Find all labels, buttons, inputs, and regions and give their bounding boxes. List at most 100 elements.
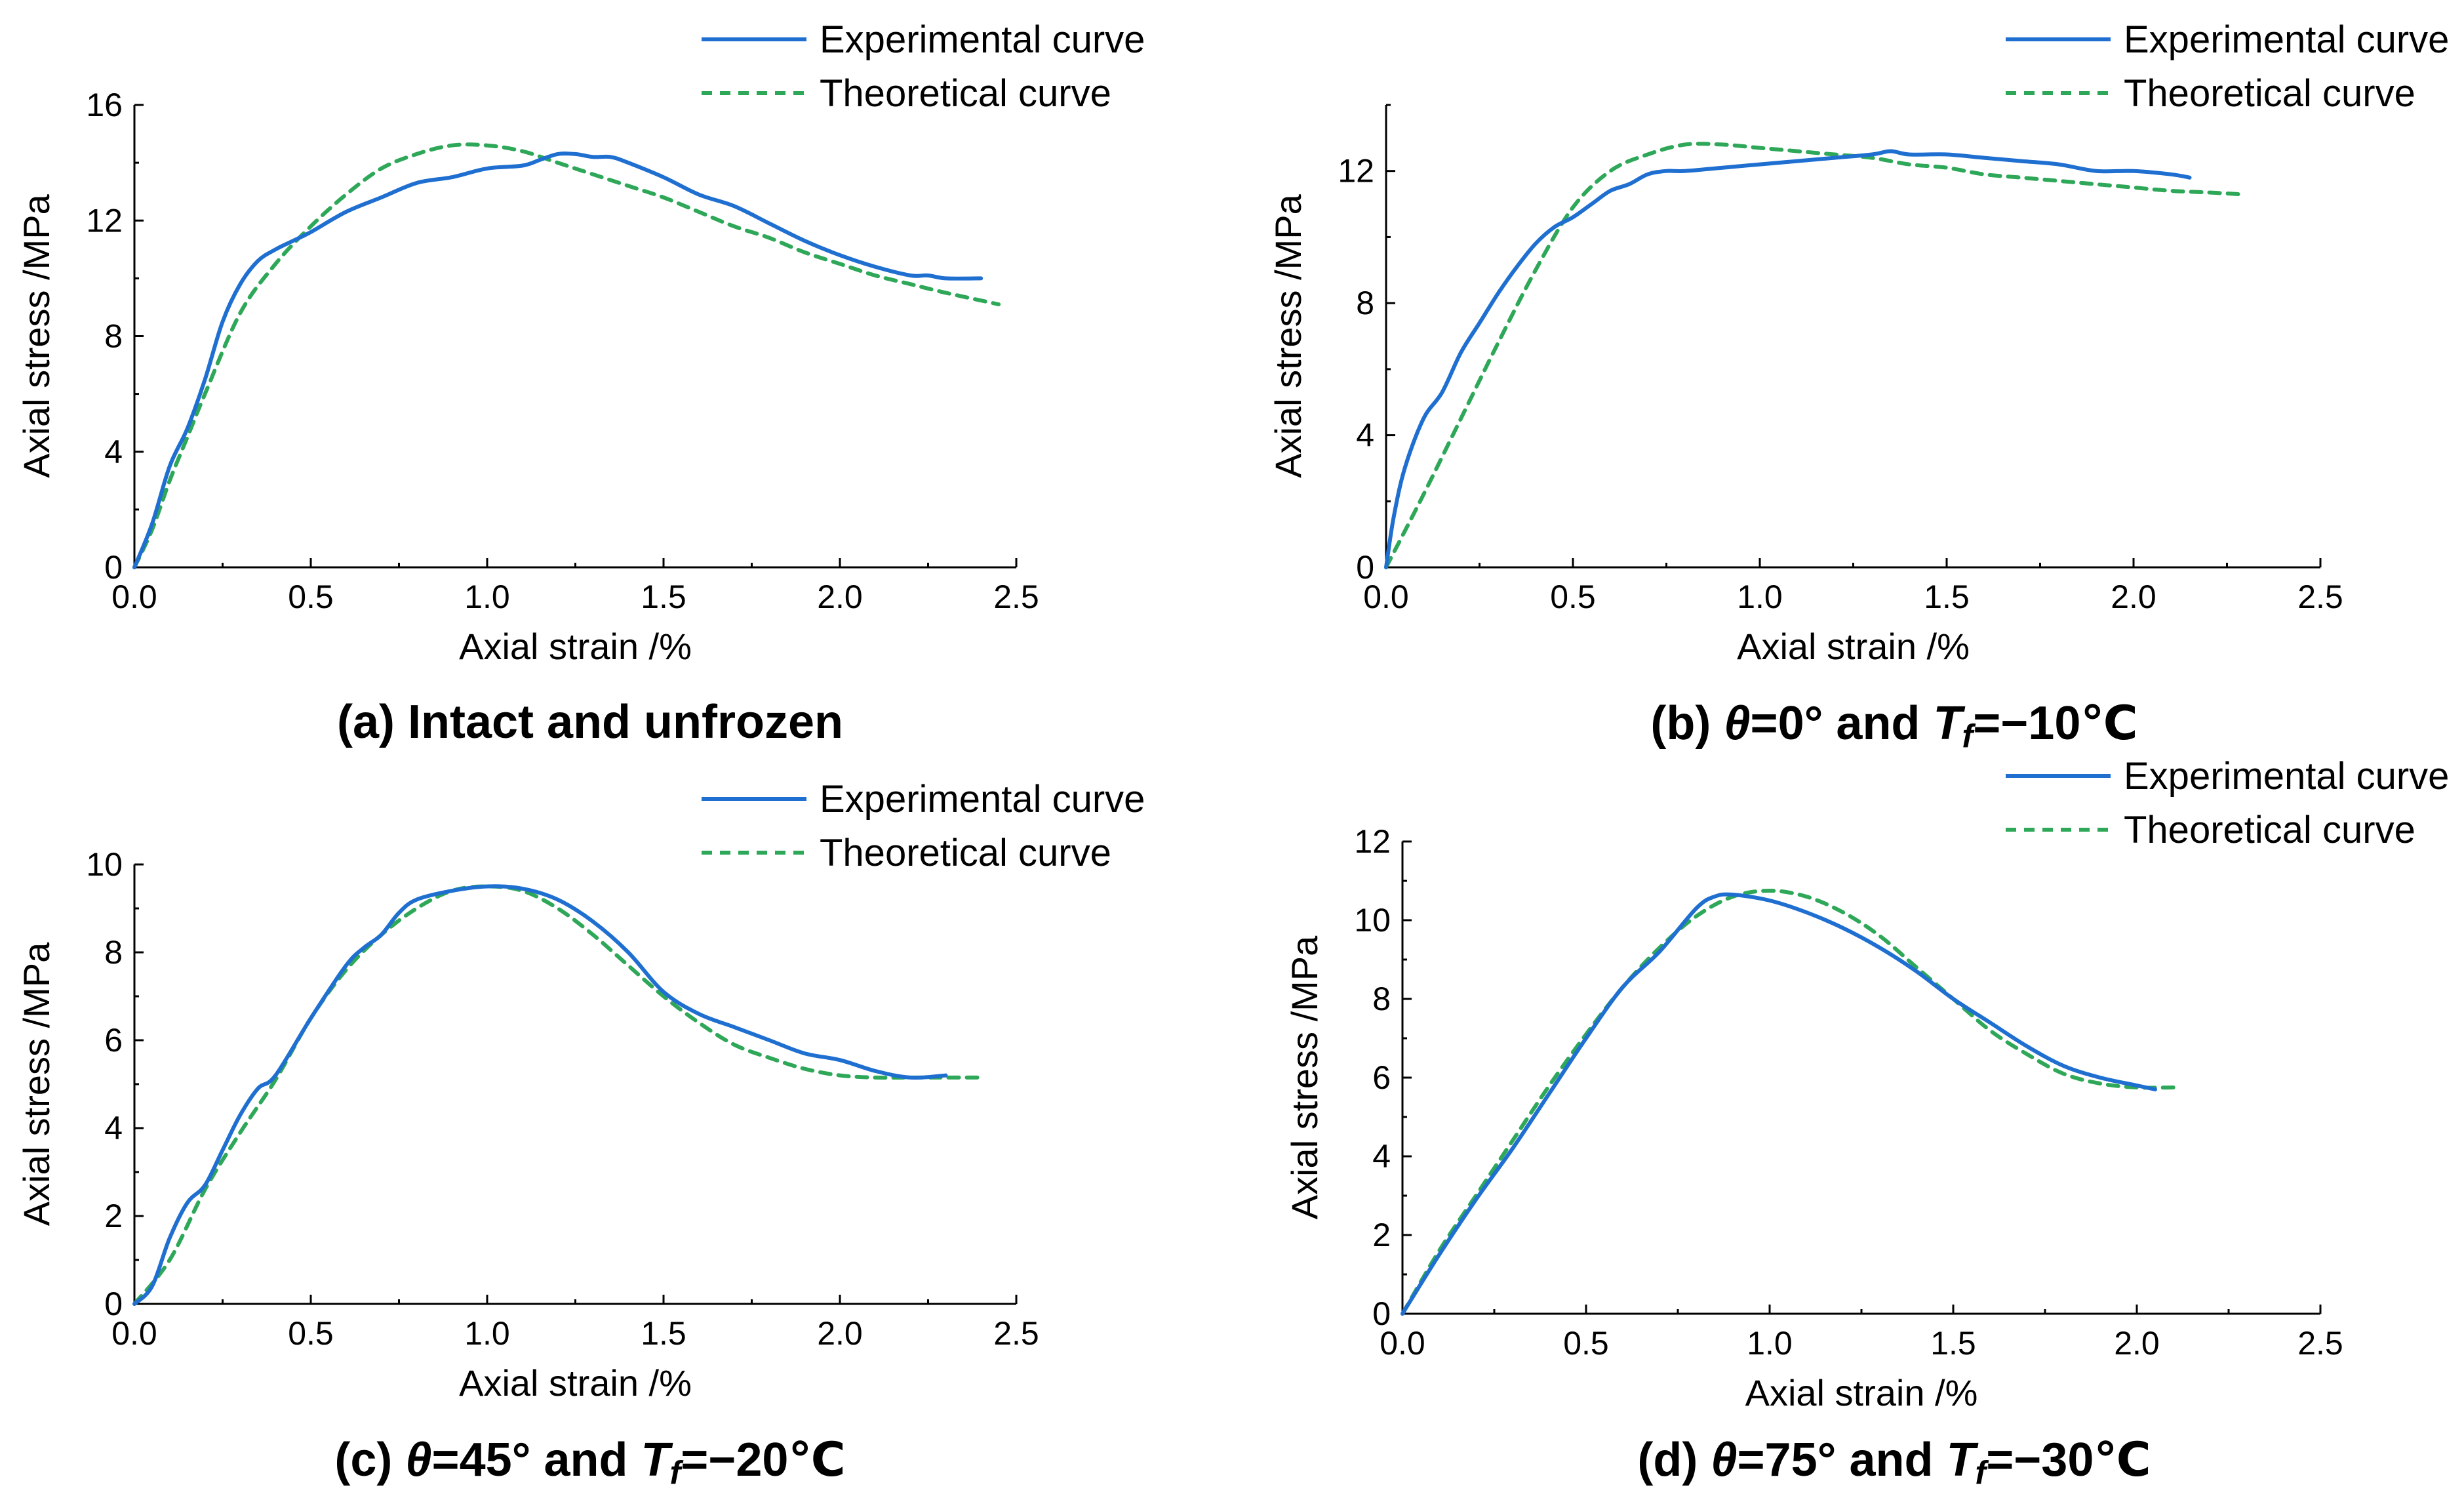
chart-svg-b: 0.0 0.5 1.0 1.5 2.0 2.5 0 4 8 12 Axial strain /% Ax… — [1267, 18, 2449, 667]
y-tick-label-b: 8 — [1356, 285, 1374, 321]
y-tick-label-c: 2 — [104, 1198, 123, 1234]
caption-d-t: T — [1946, 1434, 1976, 1486]
caption-c-t-sub: f — [669, 1453, 681, 1491]
x-axis-title-b: Axial strain /% — [1737, 626, 1970, 667]
caption-d-t-val: =−30℃ — [1986, 1434, 2151, 1486]
y-axis-title-c: Axial stress /MPa — [16, 942, 57, 1226]
x-tick-label-c: 2.5 — [993, 1315, 1039, 1352]
x-axis-title-a: Axial strain /% — [459, 626, 692, 667]
caption-b-theta: θ — [1724, 697, 1751, 750]
x-tick-label-d: 1.0 — [1747, 1325, 1793, 1362]
y-axis-title-a: Axial stress /MPa — [16, 193, 57, 477]
caption-b-theta-val: =0° and — [1750, 697, 1934, 750]
x-tick-label-a: 0.5 — [288, 578, 334, 615]
y-tick-label-c: 8 — [104, 934, 123, 971]
caption-c: (c) θ=45° and Tf=−20℃ — [334, 1432, 845, 1492]
x-tick-label-c: 1.5 — [641, 1315, 686, 1352]
chart-panel-b: 0.0 0.5 1.0 1.5 2.0 2.5 0 4 8 12 Axial strain /% Ax… — [1232, 0, 2464, 755]
x-tick-label-d: 2.5 — [2297, 1325, 2343, 1362]
y-tick-label-a: 16 — [86, 87, 123, 123]
caption-b-t: T — [1933, 697, 1962, 750]
legend-label-experimental-d: Experimental curve — [2124, 755, 2449, 798]
x-tick-label-b: 2.0 — [2111, 578, 2156, 615]
theoretical-curve-a — [132, 142, 1001, 569]
y-tick-label-c: 6 — [104, 1022, 123, 1059]
caption-b-t-val: =−10℃ — [1973, 697, 2138, 750]
x-tick-label-a: 1.0 — [464, 578, 510, 615]
chart-panel-c: 0.0 0.5 1.0 1.5 2.0 2.5 0 2 4 6 8 10 Axial strain /%… — [0, 750, 1232, 1500]
caption-d-t-sub: f — [1975, 1453, 1987, 1491]
x-tick-label-d: 2.0 — [2114, 1325, 2160, 1362]
experimental-curve-b — [1384, 149, 2192, 569]
y-tick-label-d: 4 — [1372, 1138, 1391, 1175]
y-tick-label-d: 2 — [1372, 1217, 1391, 1253]
y-tick-label-a: 8 — [104, 318, 123, 355]
chart-svg-a: 0.0 0.5 1.0 1.5 2.0 2.5 0 4 8 12 16 Axial strain /%… — [16, 18, 1145, 667]
caption-b: (b) θ=0° and Tf=−10℃ — [1650, 695, 2137, 756]
x-tick-label-c: 0.0 — [111, 1315, 157, 1352]
y-tick-label-d: 10 — [1354, 902, 1391, 939]
y-tick-label-b: 12 — [1338, 153, 1374, 190]
theoretical-curve-b — [1384, 142, 2240, 569]
legend-label-experimental-a: Experimental curve — [820, 18, 1145, 61]
y-tick-label-d: 6 — [1372, 1059, 1391, 1096]
x-tick-label-b: 1.5 — [1924, 578, 1970, 615]
y-tick-label-c: 4 — [104, 1110, 123, 1146]
legend-label-theoretical-d: Theoretical curve — [2124, 809, 2415, 851]
x-tick-label-d: 0.5 — [1563, 1325, 1609, 1362]
y-tick-label-b: 4 — [1356, 417, 1374, 454]
x-tick-label-a: 2.0 — [817, 578, 863, 615]
y-axis-title-d: Axial stress /MPa — [1284, 935, 1325, 1219]
y-tick-label-b: 0 — [1356, 549, 1374, 586]
caption-d-theta-val: =75° and — [1737, 1434, 1947, 1486]
y-tick-label-a: 0 — [104, 549, 123, 586]
x-tick-label-b: 2.5 — [2297, 578, 2343, 615]
y-axis-title-b: Axial stress /MPa — [1267, 193, 1309, 477]
caption-b-prefix: (b) — [1650, 697, 1724, 750]
y-tick-label-c: 10 — [86, 846, 123, 883]
caption-c-t: T — [641, 1434, 670, 1486]
experimental-curve-d — [1401, 892, 2157, 1316]
caption-d: (d) θ=75° and Tf=−30℃ — [1637, 1432, 2151, 1492]
y-tick-label-d: 12 — [1354, 823, 1391, 860]
y-tick-label-c: 0 — [104, 1286, 123, 1322]
caption-c-t-val: =−20℃ — [681, 1434, 846, 1486]
y-tick-label-a: 12 — [86, 202, 123, 239]
y-tick-label-a: 4 — [104, 434, 123, 470]
theoretical-curve-d — [1401, 889, 2176, 1316]
x-tick-label-b: 0.5 — [1550, 578, 1596, 615]
x-axis-title-d: Axial strain /% — [1745, 1372, 1978, 1413]
legend-label-theoretical-a: Theoretical curve — [820, 72, 1111, 115]
x-tick-label-d: 0.0 — [1380, 1325, 1425, 1362]
x-tick-label-a: 1.5 — [641, 578, 686, 615]
x-tick-label-d: 1.5 — [1930, 1325, 1976, 1362]
x-axis-title-c: Axial strain /% — [459, 1362, 692, 1404]
caption-c-theta-val: =45° and — [431, 1434, 641, 1486]
x-tick-label-a: 2.5 — [993, 578, 1039, 615]
theoretical-curve-c — [132, 884, 984, 1306]
x-tick-label-b: 0.0 — [1363, 578, 1409, 615]
legend-label-experimental-c: Experimental curve — [820, 778, 1145, 821]
chart-svg-d: 0.0 0.5 1.0 1.5 2.0 2.5 0 2 4 6 8 10 12 Axial strain … — [1284, 755, 2449, 1413]
caption-b-t-sub: f — [1962, 717, 1974, 755]
x-tick-label-c: 1.0 — [464, 1315, 510, 1352]
experimental-curve-c — [132, 884, 948, 1306]
legend-label-theoretical-c: Theoretical curve — [820, 832, 1111, 874]
caption-d-theta: θ — [1711, 1434, 1738, 1486]
chart-panel-d: 0.0 0.5 1.0 1.5 2.0 2.5 0 2 4 6 8 10 12 Axial strain … — [1232, 750, 2464, 1500]
x-tick-label-a: 0.0 — [111, 578, 157, 615]
y-tick-label-d: 0 — [1372, 1295, 1391, 1332]
caption-d-prefix: (d) — [1637, 1434, 1711, 1486]
experimental-curve-a — [132, 152, 984, 569]
x-tick-label-b: 1.0 — [1737, 578, 1783, 615]
x-tick-label-c: 0.5 — [288, 1315, 334, 1352]
x-tick-label-c: 2.0 — [817, 1315, 863, 1352]
caption-a: (a) Intact and unfrozen — [337, 695, 843, 749]
caption-a-text: (a) Intact and unfrozen — [337, 696, 843, 748]
y-tick-label-d: 8 — [1372, 981, 1391, 1017]
chart-svg-c: 0.0 0.5 1.0 1.5 2.0 2.5 0 2 4 6 8 10 Axial strain /%… — [16, 778, 1145, 1404]
caption-c-prefix: (c) — [334, 1434, 406, 1486]
legend-label-theoretical-b: Theoretical curve — [2124, 72, 2415, 115]
legend-label-experimental-b: Experimental curve — [2124, 18, 2449, 61]
caption-c-theta: θ — [405, 1434, 432, 1486]
